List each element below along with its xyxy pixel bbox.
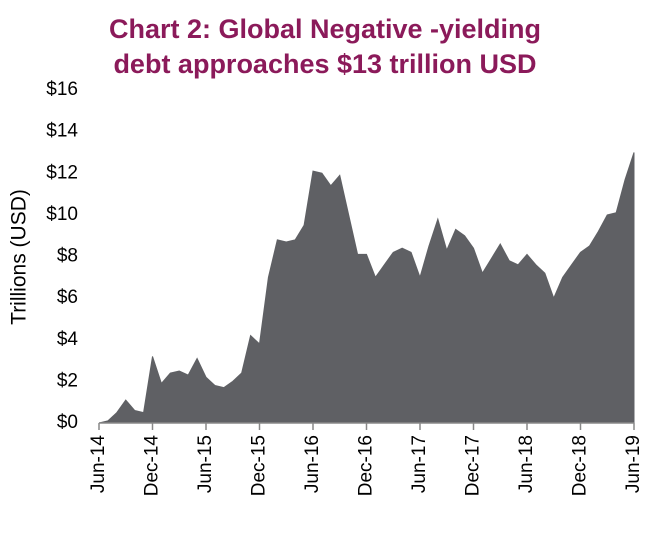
chart-title: debt approaches $13 trillion USD [113,49,536,79]
y-tick-label: $2 [57,370,78,391]
y-tick-label: $12 [46,162,78,183]
y-tick-label: $10 [46,204,78,225]
y-axis-label: Trillions (USD) [8,189,31,325]
x-tick-label: Jun-19 [623,435,644,493]
x-tick-label: Dec-17 [463,435,484,496]
x-tick-label: Dec-15 [249,435,270,496]
x-tick-label: Dec-18 [570,435,591,496]
x-tick-label: Jun-14 [88,435,109,494]
y-tick-label: $14 [46,121,78,142]
x-tick-label: Jun-17 [409,435,430,493]
y-tick-label: $4 [57,329,79,350]
chart-title: Chart 2: Global Negative -yielding [109,14,541,44]
area [98,152,635,424]
x-tick-label: Jun-18 [516,435,537,493]
y-tick-label: $6 [57,287,78,308]
y-tick-label: $8 [57,246,78,267]
y-tick-label: $0 [57,412,78,433]
x-tick-label: Jun-15 [195,435,216,493]
x-tick-label: Dec-16 [356,435,377,496]
x-tick-label: Jun-16 [302,435,323,493]
x-tick-label: Dec-14 [142,435,163,497]
y-tick-label: $16 [46,79,78,100]
